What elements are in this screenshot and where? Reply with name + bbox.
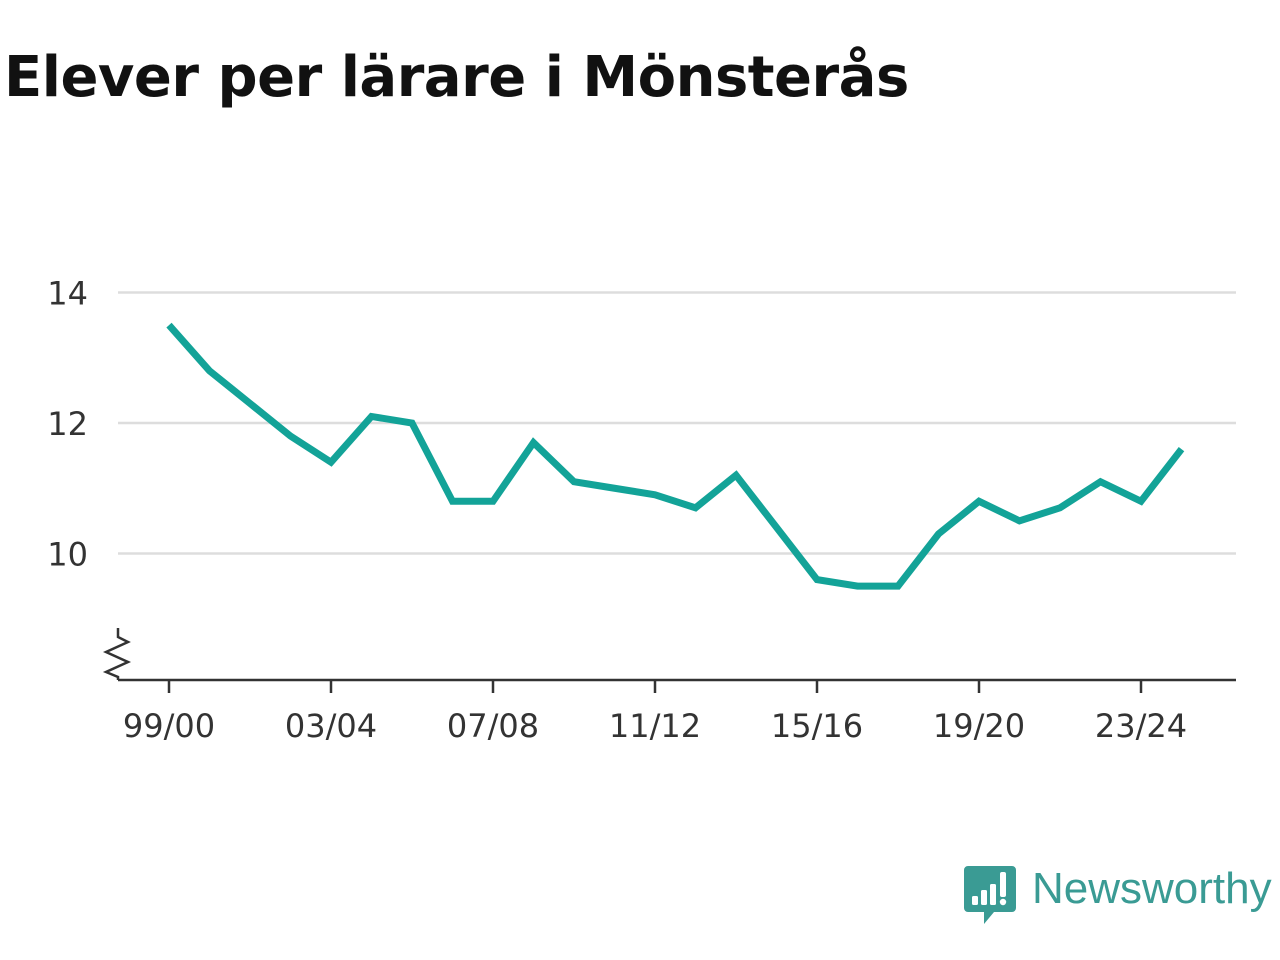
series: [166, 322, 1185, 590]
newsworthy-logo: Newsworthy: [964, 864, 1272, 930]
x-tick-label: 99/00: [123, 707, 215, 745]
x-tick-label: 15/16: [771, 707, 863, 745]
newsworthy-logo-icon: [964, 866, 1016, 924]
y-axis-break: [102, 628, 132, 680]
brand-name: Newsworthy: [1032, 864, 1272, 913]
tick-labels: 10 12 14 99/00 03/04 07/08 11/12 15/16 19/20 23/2…: [47, 275, 1187, 746]
y-tick-label: 12: [47, 405, 88, 443]
x-tick-label: 19/20: [933, 707, 1025, 745]
x-tick-label: 07/08: [447, 707, 539, 745]
gridlines: [118, 291, 1236, 555]
y-tick-label: 10: [47, 536, 88, 574]
chart-title: Elever per lärare i Mönsterås: [4, 45, 909, 110]
x-tick-label: 23/24: [1095, 707, 1187, 745]
x-tick-label: 11/12: [609, 707, 701, 745]
y-tick-label: 14: [47, 275, 88, 313]
series-line: [166, 322, 1185, 590]
axes: [102, 628, 1236, 693]
x-tick-label: 03/04: [285, 707, 377, 745]
